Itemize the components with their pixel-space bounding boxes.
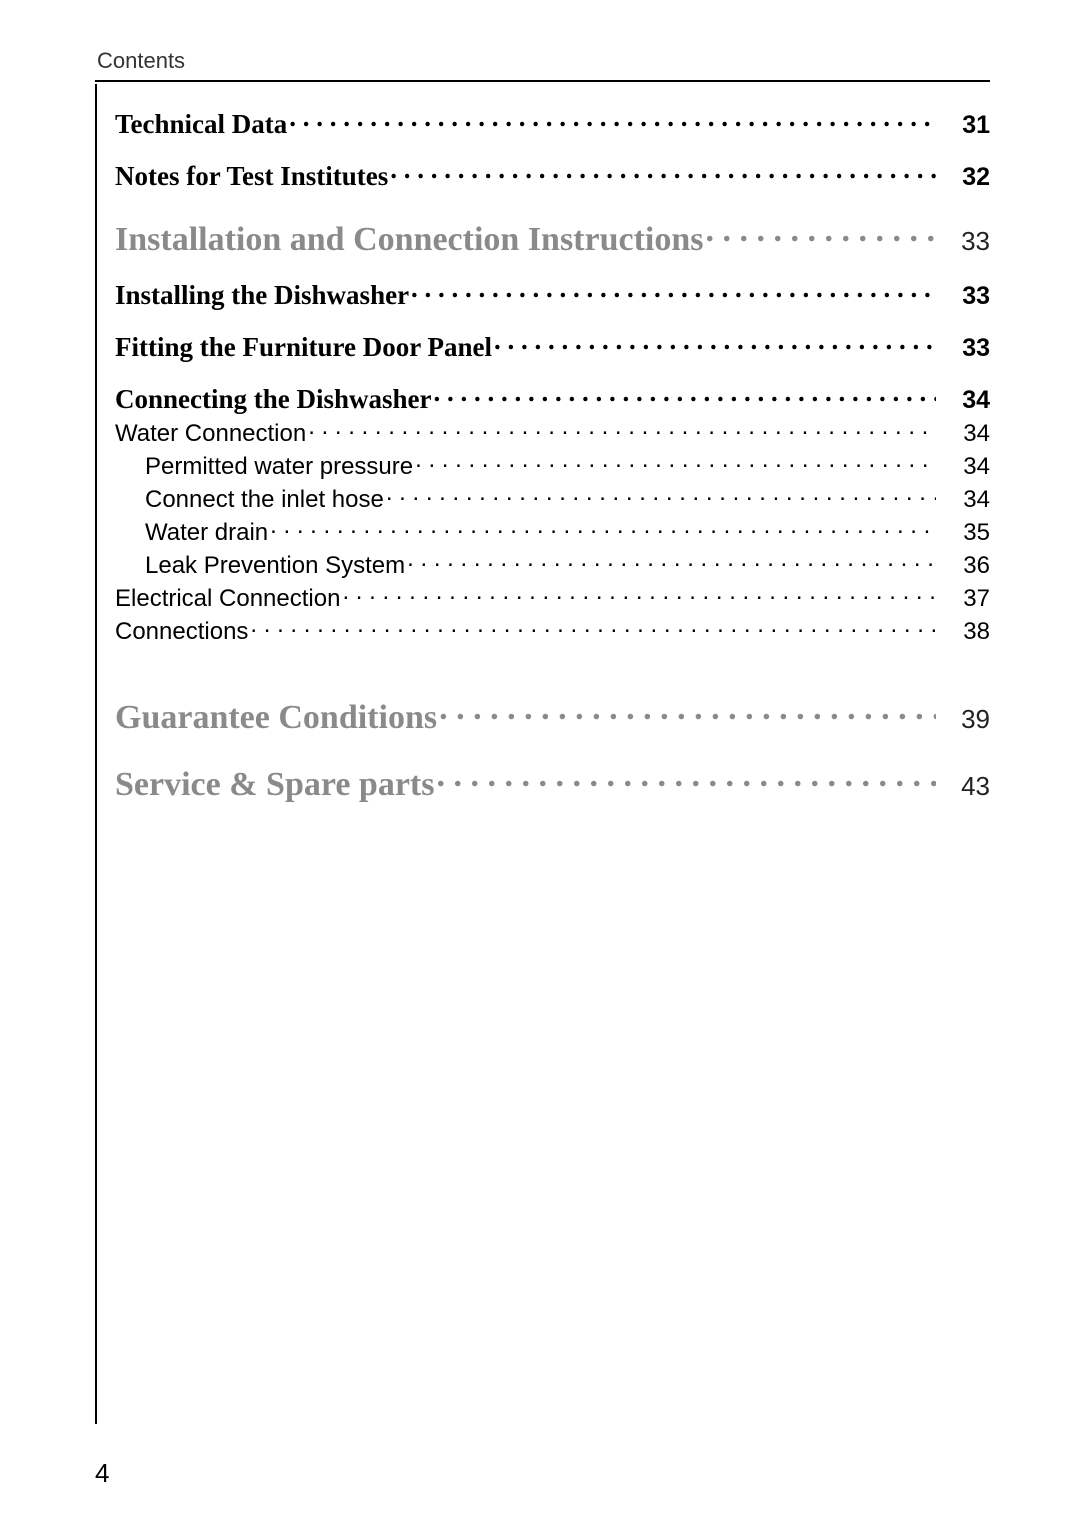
toc-entry-page: 43 [942, 771, 990, 802]
toc-entry-page: 36 [942, 552, 990, 580]
toc-entry-label: Water Connection [115, 420, 306, 448]
toc-row: Service & Spare parts 43 [115, 761, 990, 804]
toc-row: Installation and Connection Instructions… [115, 216, 990, 259]
toc-entry-label: Installation and Connection Instructions [115, 221, 704, 259]
toc-row: Installing the Dishwasher 33 [115, 277, 990, 311]
toc-row: Fitting the Furniture Door Panel 33 [115, 329, 990, 363]
toc-entry-label: Connecting the Dishwasher [115, 384, 432, 415]
toc-leader-dots [289, 106, 936, 133]
toc-leader-dots [436, 761, 936, 795]
toc-entry-label: Connections [115, 618, 248, 646]
toc-entry-page: 34 [942, 453, 990, 481]
toc-list: Technical Data 31 Notes for Test Institute… [115, 106, 990, 804]
toc-leader-dots [411, 277, 936, 304]
toc-entry-page: 34 [942, 386, 990, 415]
toc-entry-label: Fitting the Furniture Door Panel [115, 332, 492, 363]
toc-row: Connect the inlet hose 34 [115, 483, 990, 514]
toc-row: Connections 38 [115, 615, 990, 646]
toc-leader-dots [494, 329, 936, 356]
toc-entry-label: Water drain [115, 519, 268, 547]
toc-leader-dots [270, 516, 936, 540]
toc-entry-label: Connect the inlet hose [115, 486, 384, 514]
toc-entry-label: Notes for Test Institutes [115, 161, 388, 192]
toc-entry-page: 39 [942, 704, 990, 735]
toc-leader-dots [386, 483, 936, 507]
toc-leader-dots [390, 158, 936, 185]
toc-row: Leak Prevention System 36 [115, 549, 990, 580]
toc-row: Electrical Connection 37 [115, 582, 990, 613]
toc-leader-dots [250, 615, 936, 639]
toc-entry-label: Leak Prevention System [115, 552, 405, 580]
toc-entry-label: Guarantee Conditions [115, 699, 437, 737]
toc-row: Water Connection 34 [115, 417, 990, 448]
header-contents-label: Contents [97, 48, 990, 74]
toc-entry-page: 37 [942, 585, 990, 613]
toc-leader-dots [342, 582, 936, 606]
toc-entry-page: 31 [942, 111, 990, 140]
toc-row: Permitted water pressure 34 [115, 450, 990, 481]
header-rule [95, 80, 990, 82]
toc-entry-label: Permitted water pressure [115, 453, 413, 481]
toc-entry-page: 34 [942, 486, 990, 514]
toc-entry-label: Electrical Connection [115, 585, 340, 613]
toc-leader-dots [407, 549, 936, 573]
toc-leader-dots [439, 694, 936, 728]
toc-entry-label: Technical Data [115, 109, 287, 140]
toc-entry-page: 33 [942, 282, 990, 311]
toc-entry-page: 32 [942, 163, 990, 192]
toc-leader-dots [415, 450, 936, 474]
toc-leader-dots [434, 381, 936, 408]
toc-row: Notes for Test Institutes 32 [115, 158, 990, 192]
toc-entry-page: 38 [942, 618, 990, 646]
toc-entry-page: 33 [942, 334, 990, 363]
toc-entry-page: 35 [942, 519, 990, 547]
toc-entry-label: Installing the Dishwasher [115, 280, 409, 311]
toc-frame: Technical Data 31 Notes for Test Institute… [95, 84, 990, 1424]
toc-row: Guarantee Conditions 39 [115, 694, 990, 737]
toc-row: Water drain 35 [115, 516, 990, 547]
toc-leader-dots [308, 417, 936, 441]
toc-row: Technical Data 31 [115, 106, 990, 140]
toc-entry-label: Service & Spare parts [115, 766, 434, 804]
page-number: 4 [95, 1458, 109, 1489]
toc-entry-page: 33 [942, 226, 990, 257]
toc-entry-page: 34 [942, 420, 990, 448]
document-page: Contents Technical Data 31 Notes for Test … [0, 0, 1080, 1529]
toc-leader-dots [706, 216, 936, 250]
toc-row: Connecting the Dishwasher 34 [115, 381, 990, 415]
